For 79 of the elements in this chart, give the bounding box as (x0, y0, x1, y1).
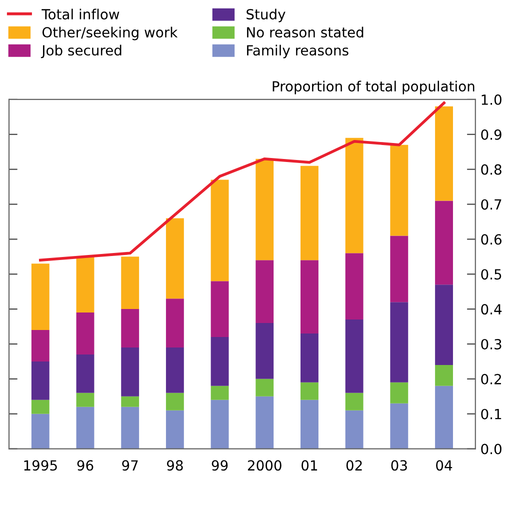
bar (166, 218, 184, 299)
y-tick-label: 0.9 (481, 129, 502, 140)
bar (390, 382, 408, 404)
bar (76, 312, 94, 354)
bar (300, 334, 318, 382)
y-tick-label: 1.0 (482, 94, 502, 105)
x-tick-label: 01 (302, 460, 318, 471)
bar (76, 392, 94, 407)
x-tick-label: 99 (212, 460, 228, 471)
x-tick-label: 03 (391, 460, 407, 471)
bar (210, 400, 229, 449)
legend-label: Other/seeking work (42, 26, 178, 40)
bar (256, 260, 274, 324)
bar (210, 337, 229, 386)
bar (31, 414, 50, 449)
bar (435, 284, 453, 365)
bar (256, 158, 274, 260)
bar (166, 298, 184, 348)
bar (256, 378, 274, 396)
x-tick-label: 2000 (248, 460, 282, 471)
bar (390, 144, 408, 236)
x-tick-label: 04 (436, 460, 452, 471)
bar (300, 260, 318, 334)
bar (390, 403, 408, 449)
bar (210, 386, 229, 400)
bar (256, 323, 274, 379)
y-tick-label: 0.3 (481, 338, 502, 350)
bar (300, 382, 318, 400)
bar (210, 180, 229, 282)
x-tick-label: 02 (346, 460, 362, 471)
bar (256, 396, 274, 449)
line-series (39, 102, 446, 262)
x-tick-label: 1995 (24, 460, 57, 471)
y-tick-label: 0.4 (481, 304, 502, 315)
bar (31, 361, 50, 400)
bar (76, 406, 94, 449)
legend-label: Job secured (40, 44, 122, 58)
bar (166, 392, 184, 410)
x-tick-label: 97 (122, 460, 138, 471)
bar (300, 400, 318, 449)
y-tick-label: 0.8 (481, 164, 502, 175)
bar (76, 354, 94, 393)
bar (166, 347, 184, 393)
y-tick-label: 0.2 (481, 374, 501, 384)
y-tick-label: 0.1 (481, 408, 502, 420)
bar (31, 330, 50, 362)
bar (345, 410, 364, 449)
bar (345, 138, 364, 254)
bar (76, 256, 94, 313)
legend-label: Total inflow (42, 8, 120, 20)
y-axis-title: Proportion of total population (272, 80, 474, 94)
bar (435, 386, 453, 449)
bar (121, 347, 140, 396)
bar (435, 106, 453, 201)
bar (31, 264, 50, 330)
bar (121, 309, 140, 348)
bar (435, 200, 453, 285)
bar (121, 256, 140, 310)
bar (210, 281, 229, 338)
bar (121, 396, 140, 407)
bar (345, 320, 364, 393)
bar (121, 406, 140, 449)
bar (31, 400, 50, 414)
bar (166, 410, 184, 449)
bar (300, 166, 318, 260)
x-tick-label: 98 (166, 460, 183, 471)
y-tick-label: 0.6 (481, 234, 502, 245)
y-tick-label: 0.0 (481, 444, 502, 454)
y-tick-label: 0.5 (481, 269, 502, 280)
bar (435, 364, 453, 386)
bar (345, 253, 364, 320)
legend-label: Family reasons (247, 44, 348, 58)
bar (390, 302, 408, 382)
y-tick-label: 0.7 (481, 199, 502, 210)
legend-label: No reason stated (247, 26, 364, 38)
bar (390, 236, 408, 302)
bar (345, 392, 364, 410)
legend-label: Study (246, 8, 286, 22)
x-tick-label: 96 (77, 460, 94, 471)
